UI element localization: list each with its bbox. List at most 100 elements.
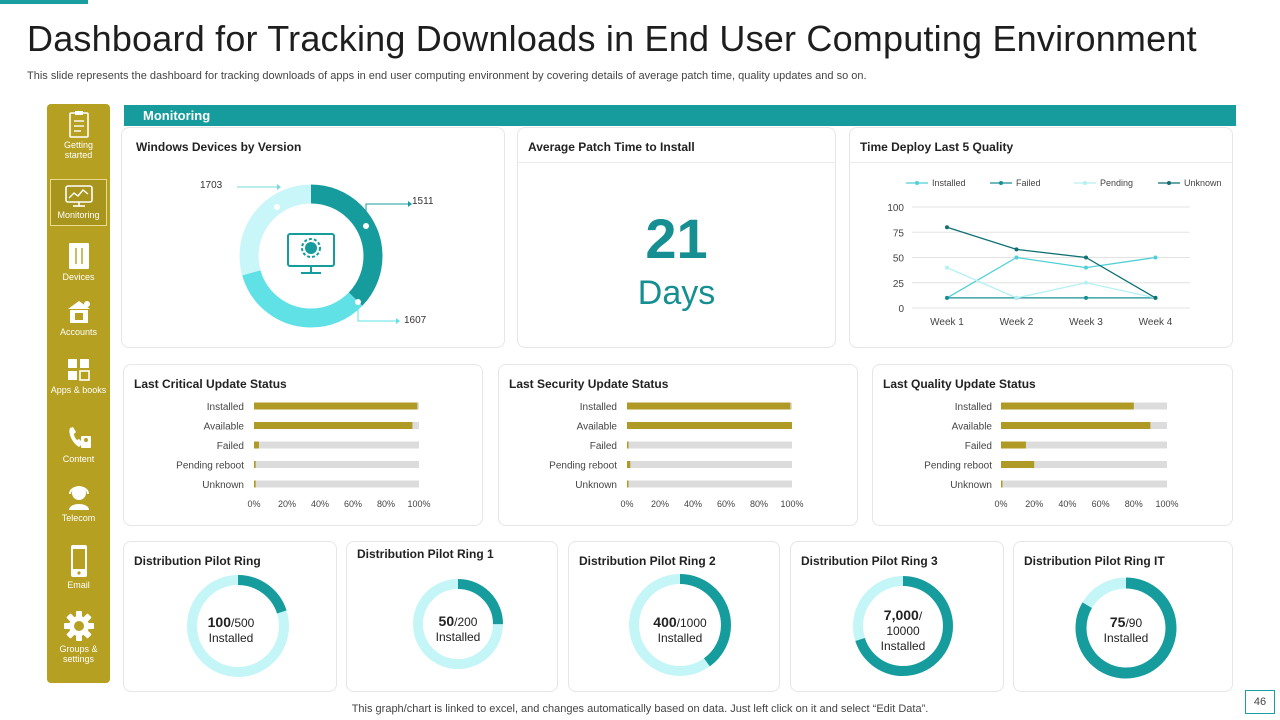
donut-segment-1703 [239, 184, 383, 328]
legend-label: Unknown [1184, 178, 1222, 188]
bar-category-label: Available [204, 422, 245, 433]
headset-icon [68, 486, 89, 510]
bar-category-label: Pending reboot [549, 461, 617, 472]
sidebar-item-apps-books[interactable]: Apps & books [50, 357, 107, 395]
sidebar-item-email[interactable]: Email [50, 544, 107, 590]
x-tick-label: 100% [780, 499, 803, 509]
sidebar: Getting started Monitoring Devices Accou… [47, 104, 110, 683]
legend-marker [999, 181, 1003, 185]
bar-value [1001, 441, 1026, 449]
x-tick-label: 40% [1058, 499, 1076, 509]
data-point [1084, 280, 1088, 285]
sidebar-item-content[interactable]: Content [50, 424, 107, 464]
ring-label: 7,000/ 10000 Installed [880, 607, 926, 654]
critical-update-card: Last Critical Update Status Installed Ava… [123, 364, 483, 526]
y-tick-label: 100 [887, 203, 904, 214]
bar-category-label: Unknown [575, 480, 617, 491]
x-tick-label: 40% [684, 499, 702, 509]
legend-label: Installed [932, 178, 966, 188]
data-point [945, 225, 949, 230]
page-subtitle: This slide represents the dashboard for … [27, 70, 867, 82]
x-tick-label: 60% [1092, 499, 1110, 509]
data-point [1014, 255, 1019, 260]
sidebar-item-monitoring[interactable]: Monitoring [50, 179, 107, 226]
windows-devices-donut [237, 184, 412, 328]
x-tick-label: 0% [620, 499, 633, 509]
bar-value [1001, 480, 1003, 488]
sidebar-item-label: Content [62, 454, 95, 464]
bar-category-label: Unknown [950, 480, 992, 491]
phone-contact-icon [68, 427, 91, 448]
donut-label-1607: 1607 [404, 315, 427, 326]
card-title: Distribution Pilot Ring 3 [801, 554, 938, 568]
data-point [945, 295, 949, 300]
sidebar-item-getting-started[interactable]: Getting started [50, 110, 107, 160]
sidebar-item-label: Accounts [59, 327, 98, 337]
sidebar-item-label: Telecom [61, 513, 96, 523]
apps-icon [67, 359, 90, 381]
data-point [1153, 255, 1158, 260]
card-title: Last Critical Update Status [134, 377, 287, 391]
x-tick-label: Week 2 [1000, 317, 1034, 328]
card-title: Distribution Pilot Ring IT [1024, 554, 1165, 568]
ring-label: 75/90 Installed [1103, 614, 1149, 646]
card-title: Distribution Pilot Ring [134, 554, 261, 568]
pilot-ring-it-donut [1075, 577, 1177, 679]
series-line-installed [946, 256, 1156, 299]
data-point [1084, 295, 1088, 300]
bar-category-label: Available [952, 422, 993, 433]
quality-update-card: Last Quality Update Status Installed Avai… [872, 364, 1233, 526]
card-title: Average Patch Time to Install [528, 140, 695, 154]
bar-value [254, 402, 418, 410]
donut-label-1703: 1703 [200, 180, 223, 191]
bar-category-label: Failed [965, 441, 992, 452]
card-title: Distribution Pilot Ring 2 [579, 554, 716, 568]
ring-value [413, 579, 503, 669]
sidebar-item-devices[interactable]: Devices [50, 242, 107, 282]
data-point [1084, 265, 1088, 270]
ring-value [853, 576, 953, 676]
sidebar-item-accounts[interactable]: Accounts [50, 299, 107, 337]
sidebar-item-label: Groups & settings [59, 644, 98, 664]
x-tick-label: 20% [278, 499, 296, 509]
devices-icon [68, 243, 89, 269]
critical-update-bar-chart: Installed Available Failed Pending reboot Un… [176, 402, 430, 509]
bar-value [254, 461, 256, 468]
monitor-gear-icon [287, 233, 335, 274]
card-title: Time Deploy Last 5 Quality [860, 140, 1014, 154]
bar-value [1001, 422, 1151, 429]
y-tick-label: 0 [898, 304, 904, 315]
ring-label: 400/1000 Installed [653, 614, 707, 646]
bar-category-label: Pending reboot [924, 461, 992, 472]
page-title: Dashboard for Tracking Downloads in End … [27, 18, 1197, 59]
series-line-unknown [946, 226, 1156, 299]
sidebar-item-telecom[interactable]: Telecom [50, 483, 107, 523]
page-number: 46 [1245, 690, 1275, 714]
card-title: Windows Devices by Version [136, 140, 302, 154]
bar-value [254, 422, 413, 429]
bar-value [1001, 402, 1134, 410]
bar-track [254, 441, 419, 449]
x-tick-label: 100% [407, 499, 430, 509]
x-tick-label: 0% [994, 499, 1007, 509]
security-update-card: Last Security Update Status Installed Ava… [498, 364, 858, 526]
bar-value [254, 441, 259, 449]
card-title: Distribution Pilot Ring 1 [357, 547, 494, 561]
mobile-icon [70, 545, 87, 577]
sidebar-item-label: Getting started [63, 140, 94, 160]
windows-devices-card: Windows Devices by Version 1703 1511 160… [121, 127, 505, 348]
y-tick-label: 75 [893, 228, 905, 239]
card-title: Last Quality Update Status [883, 377, 1036, 391]
footnote: This graph/chart is linked to excel, and… [351, 703, 929, 715]
ring-label: 50/200 Installed [435, 613, 481, 645]
bar-track [627, 461, 792, 468]
ring-value [187, 575, 289, 677]
data-point [1084, 255, 1088, 260]
pilot-ring-3-card: Distribution Pilot Ring 3 7,000/ 10000 I… [790, 541, 1004, 692]
x-tick-label: 100% [1155, 499, 1178, 509]
bar-value [627, 402, 791, 410]
data-point [945, 265, 949, 270]
sidebar-item-groups-settings[interactable]: Groups & settings [50, 610, 107, 664]
legend-marker [915, 181, 919, 185]
clipboard-icon [68, 111, 89, 138]
